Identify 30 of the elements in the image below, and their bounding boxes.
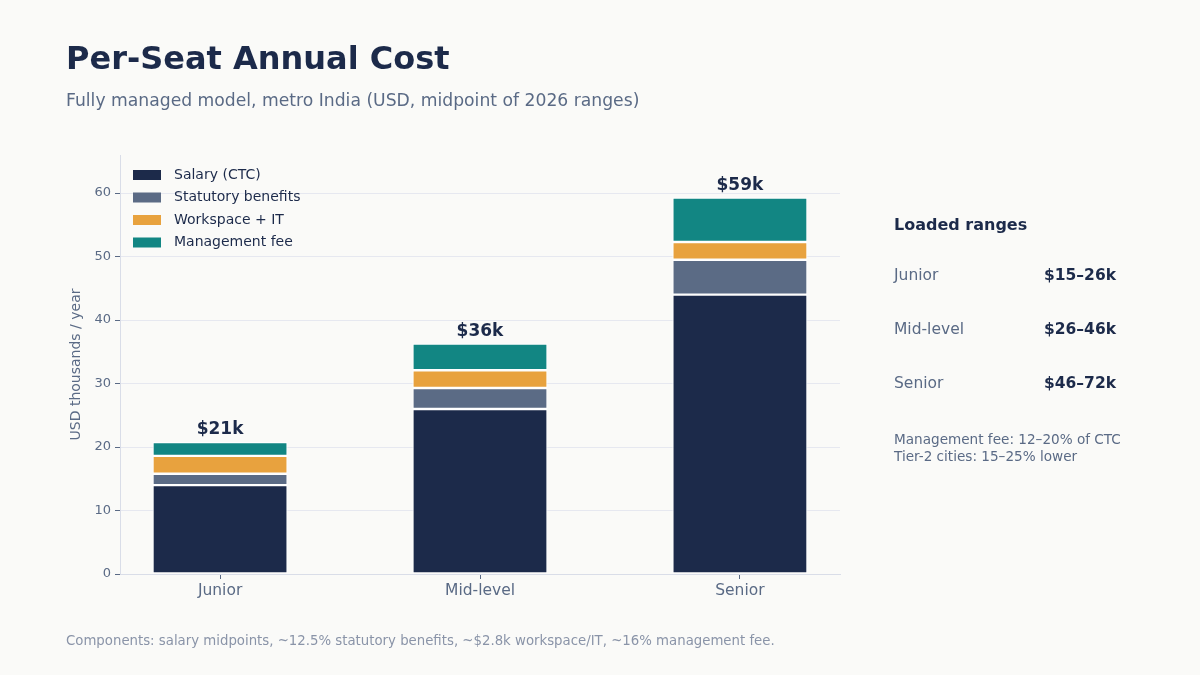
total-label: $21k <box>196 417 245 438</box>
text: $26–46k <box>1044 320 1116 338</box>
y-tick-label: 10 <box>94 501 111 517</box>
y-tick-label: 40 <box>94 311 111 327</box>
x-tick-label: Mid-level <box>445 581 515 600</box>
chart-subtitle: Fully managed model, metro India (USD, midpoint of 2026 ranges) <box>66 89 640 112</box>
legend-label: Statutory benefits <box>174 188 301 205</box>
text: $15–26k <box>1044 266 1116 284</box>
y-tick-label: 20 <box>94 438 111 454</box>
chart-title: Per-Seat Annual Cost <box>66 38 450 78</box>
legend-label: Salary (CTC) <box>174 165 261 182</box>
legend-label: Management fee <box>174 233 293 250</box>
y-tick-label: 30 <box>94 374 111 390</box>
x-tick-label: Senior <box>715 581 766 600</box>
y-tick-label: 60 <box>94 184 111 200</box>
text: $46–72k <box>1044 374 1116 392</box>
category-label: Junior <box>894 266 939 284</box>
y-tick-label: 0 <box>102 565 111 581</box>
text: Components: salary midpoints, ~12.5% statutory benefits, ~$2.8k workspace/IT, ~16% management fee. <box>66 632 775 650</box>
text: Management fee: 12–20% of CTC <box>894 431 1121 448</box>
total-label: $36k <box>456 319 505 340</box>
legend-label: Workspace + IT <box>174 210 285 227</box>
x-tick-label: Junior <box>196 581 243 600</box>
text: Tier-2 cities: 15–25% lower <box>894 447 1079 464</box>
y-tick-label: 50 <box>94 247 111 263</box>
text: Loaded ranges <box>894 214 1029 236</box>
total-label: $59k <box>716 173 765 194</box>
category-label: Mid-level <box>894 320 964 338</box>
y-axis-title: USD thousands / year <box>67 288 84 441</box>
category-label: Senior <box>894 374 944 392</box>
